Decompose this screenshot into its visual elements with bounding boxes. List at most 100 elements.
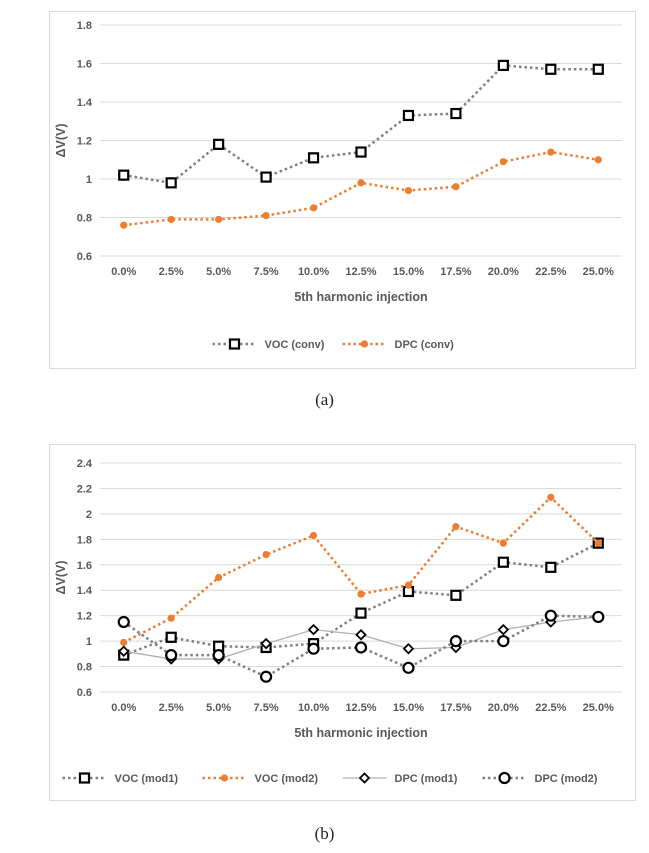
chart-b-y-tick-label: 1.2	[77, 611, 92, 623]
chart-a: 0.6 0.8 1 1.2 1.4 1.6 1.8 0.0% 2.5% 5.0% 7.5% 10.0%…	[54, 20, 622, 351]
chart-a-y-tick-label: 1.2	[77, 136, 92, 148]
chart-b-x-axis-title: 5th harmonic injection	[294, 726, 427, 740]
chart-a-data-point	[594, 156, 602, 164]
chart-a-x-tick-label: 17.5%	[440, 266, 471, 278]
chart-a-data-point	[402, 109, 415, 122]
chart-a-data-point	[167, 215, 175, 224]
chart-b-data-point	[497, 635, 510, 648]
chart-b-data-point	[309, 531, 318, 540]
chart-b-y-tick-label: 1.4	[77, 585, 93, 597]
chart-a-data-point	[120, 221, 128, 229]
chart-a-series-1	[118, 59, 604, 189]
chart-b-data-point	[497, 623, 510, 636]
chart-a-data-point	[118, 169, 130, 181]
chart-a-legend: VOC (conv) DPC (conv)	[212, 338, 455, 351]
chart-a-data-point	[499, 158, 507, 166]
chart-a-x-tick-label: 5.0%	[206, 266, 231, 278]
chart-a-data-point	[307, 152, 320, 164]
chart-b-x-tick-label: 10.0%	[298, 702, 329, 714]
chart-a-x-tick-label: 10.0%	[298, 266, 329, 278]
chart-a-x-tick-label: 25.0%	[583, 266, 614, 278]
chart-a-data-point	[452, 183, 460, 191]
chart-a-x-tick-label: 22.5%	[535, 266, 566, 278]
chart-a-data-point	[497, 59, 509, 72]
chart-b-y-tick-label: 1.6	[77, 560, 92, 572]
chart-a-legend-label: DPC (conv)	[395, 339, 455, 351]
chart-a-x-tick-label: 15.0%	[393, 266, 424, 278]
chart-b-data-point	[262, 551, 270, 559]
chart-b-data-point	[307, 642, 320, 655]
chart-b-x-tick-label: 5.0%	[206, 702, 231, 714]
chart-a-data-point	[547, 148, 555, 156]
chart-b-y-tick-label: 0.6	[77, 687, 92, 699]
chart-a-series-2	[120, 148, 602, 229]
chart-b-data-point	[117, 615, 130, 629]
chart-b-data-point	[355, 628, 367, 641]
chart-b-x-tick-label: 25.0%	[583, 702, 614, 714]
caption-b: (b)	[314, 824, 335, 843]
chart-b-data-point	[355, 607, 367, 619]
chart-a-legend-label: VOC (conv)	[265, 339, 325, 351]
chart-b-data-point	[545, 561, 557, 573]
chart-b-series-line	[123, 542, 599, 657]
chart-b-data-point	[165, 649, 178, 662]
chart-b-data-point	[499, 539, 507, 547]
chart-b-data-point	[402, 642, 415, 655]
chart-a-data-point	[309, 204, 318, 212]
chart-b-x-tick-label: 0.0%	[111, 702, 136, 714]
chart-b-x-tick-label: 2.5%	[159, 702, 184, 714]
chart-a-x-tick-label: 0.0%	[111, 266, 136, 278]
chart-b-legend-marker	[358, 772, 371, 784]
chart-b-y-axis-title: ΔV(V)	[54, 561, 68, 595]
chart-b-data-point	[402, 661, 415, 674]
chart-a-y-axis-title: ΔV(V)	[54, 124, 68, 158]
chart-a-x-tick-label: 2.5%	[159, 266, 184, 278]
chart-b: 0.6 0.8 1 1.2 1.4 1.6 1.8 2 2.2 2.4 0.0% 2.5% 5.0% 7.…	[54, 458, 622, 785]
chart-b-y-tick-label: 1	[86, 636, 92, 648]
chart-b-series-line	[123, 495, 600, 644]
chart-b-data-point	[354, 641, 368, 654]
chart-b-legend-marker	[78, 772, 91, 784]
chart-b-x-tick-label: 7.5%	[254, 702, 279, 714]
chart-b-y-tick-label: 0.8	[77, 662, 92, 674]
chart-a-y-tick-label: 1	[86, 174, 92, 186]
chart-a-y-tick-label: 1.8	[77, 20, 92, 32]
chart-b-y-tick-label: 2.2	[77, 483, 92, 495]
chart-b-data-point	[592, 610, 605, 624]
chart-b-data-point	[449, 635, 463, 648]
chart-b-series-4	[117, 609, 605, 683]
chart-b-data-point	[260, 637, 272, 650]
chart-b-data-point	[165, 631, 177, 643]
chart-a-data-point	[262, 211, 270, 220]
chart-a-data-point	[450, 107, 462, 120]
chart-b-x-tick-label: 17.5%	[440, 702, 471, 714]
chart-a-series-line	[123, 150, 599, 227]
chart-b-data-point	[307, 623, 320, 636]
chart-panel-a: 0.6 0.8 1 1.2 1.4 1.6 1.8 0.0% 2.5% 5.0% 7.5% 10.0%…	[49, 11, 636, 369]
chart-a-y-tick-label: 0.8	[77, 213, 92, 225]
chart-a-data-point	[404, 186, 413, 195]
chart-a-data-point	[260, 171, 272, 183]
chart-b-data-point	[594, 539, 602, 547]
chart-a-data-point	[592, 63, 604, 75]
chart-a-data-point	[355, 146, 367, 158]
chart-a-y-tick-label: 0.6	[77, 251, 92, 263]
chart-b-data-point	[167, 614, 175, 622]
chart-b-data-point	[544, 609, 557, 622]
chart-a-x-tick-label: 7.5%	[254, 266, 279, 278]
chart-b-data-point	[450, 589, 462, 601]
chart-b-y-tick-label: 2.4	[77, 458, 93, 470]
chart-b-y-tick-label: 2	[86, 509, 92, 521]
chart-b-data-point	[259, 670, 273, 683]
chart-b-data-point	[497, 556, 509, 568]
chart-b-data-point	[117, 645, 130, 658]
chart-b-series-2	[120, 493, 602, 646]
chart-b-legend-marker	[220, 774, 229, 782]
chart-panel-b: 0.6 0.8 1 1.2 1.4 1.6 1.8 2 2.2 2.4 0.0% 2.5% 5.0% 7.…	[49, 444, 636, 801]
chart-a-x-tick-label: 12.5%	[345, 266, 376, 278]
chart-b-legend-label: DPC (mod2)	[535, 773, 598, 785]
chart-a-x-axis-title: 5th harmonic injection	[294, 290, 427, 304]
chart-a-legend-marker	[228, 338, 241, 350]
chart-b-legend-label: VOC (mod2)	[255, 773, 319, 785]
chart-a-data-point	[215, 215, 223, 224]
